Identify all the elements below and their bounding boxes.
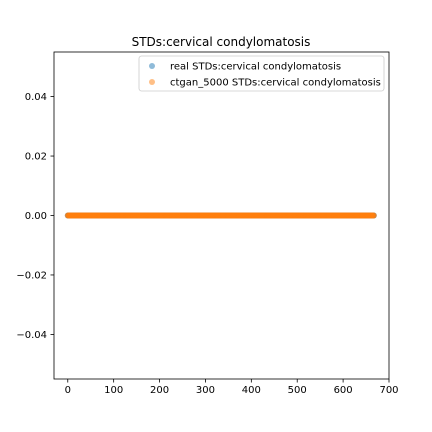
legend-marker (149, 63, 155, 69)
legend-label: ctgan_5000 STDs:cervical condylomatosis (170, 78, 381, 89)
y-tick-label: −0.04 (16, 330, 47, 341)
y-tick-label: 0.04 (25, 92, 47, 103)
axes-frame (53, 51, 390, 380)
x-tick-label: 300 (196, 385, 215, 396)
legend-marker (149, 79, 155, 85)
legend-box (138, 55, 385, 92)
chart-title: STDs:cervical condylomatosis (132, 35, 311, 49)
x-tick-label: 600 (334, 385, 353, 396)
x-tick-label: 400 (242, 385, 261, 396)
x-tick-label: 500 (288, 385, 307, 396)
data-point (370, 212, 377, 219)
series-2-points (64, 212, 377, 219)
y-axis: −0.04 −0.02 0.00 0.02 0.04 (16, 92, 54, 341)
y-tick-label: −0.02 (16, 270, 47, 281)
plot-area (64, 212, 377, 219)
x-tick-label: 200 (150, 385, 169, 396)
y-tick-label: 0.00 (25, 211, 47, 222)
y-tick-label: 0.02 (25, 152, 47, 163)
legend-label: real STDs:cervical condylomatosis (170, 62, 341, 73)
x-tick-label: 700 (379, 385, 398, 396)
x-tick-label: 100 (104, 385, 123, 396)
x-tick-label: 0 (65, 385, 71, 396)
legend: real STDs:cervical condylomatosis ctgan_5… (138, 55, 385, 92)
x-axis: 0 100 200 300 400 500 600 700 (65, 379, 399, 396)
